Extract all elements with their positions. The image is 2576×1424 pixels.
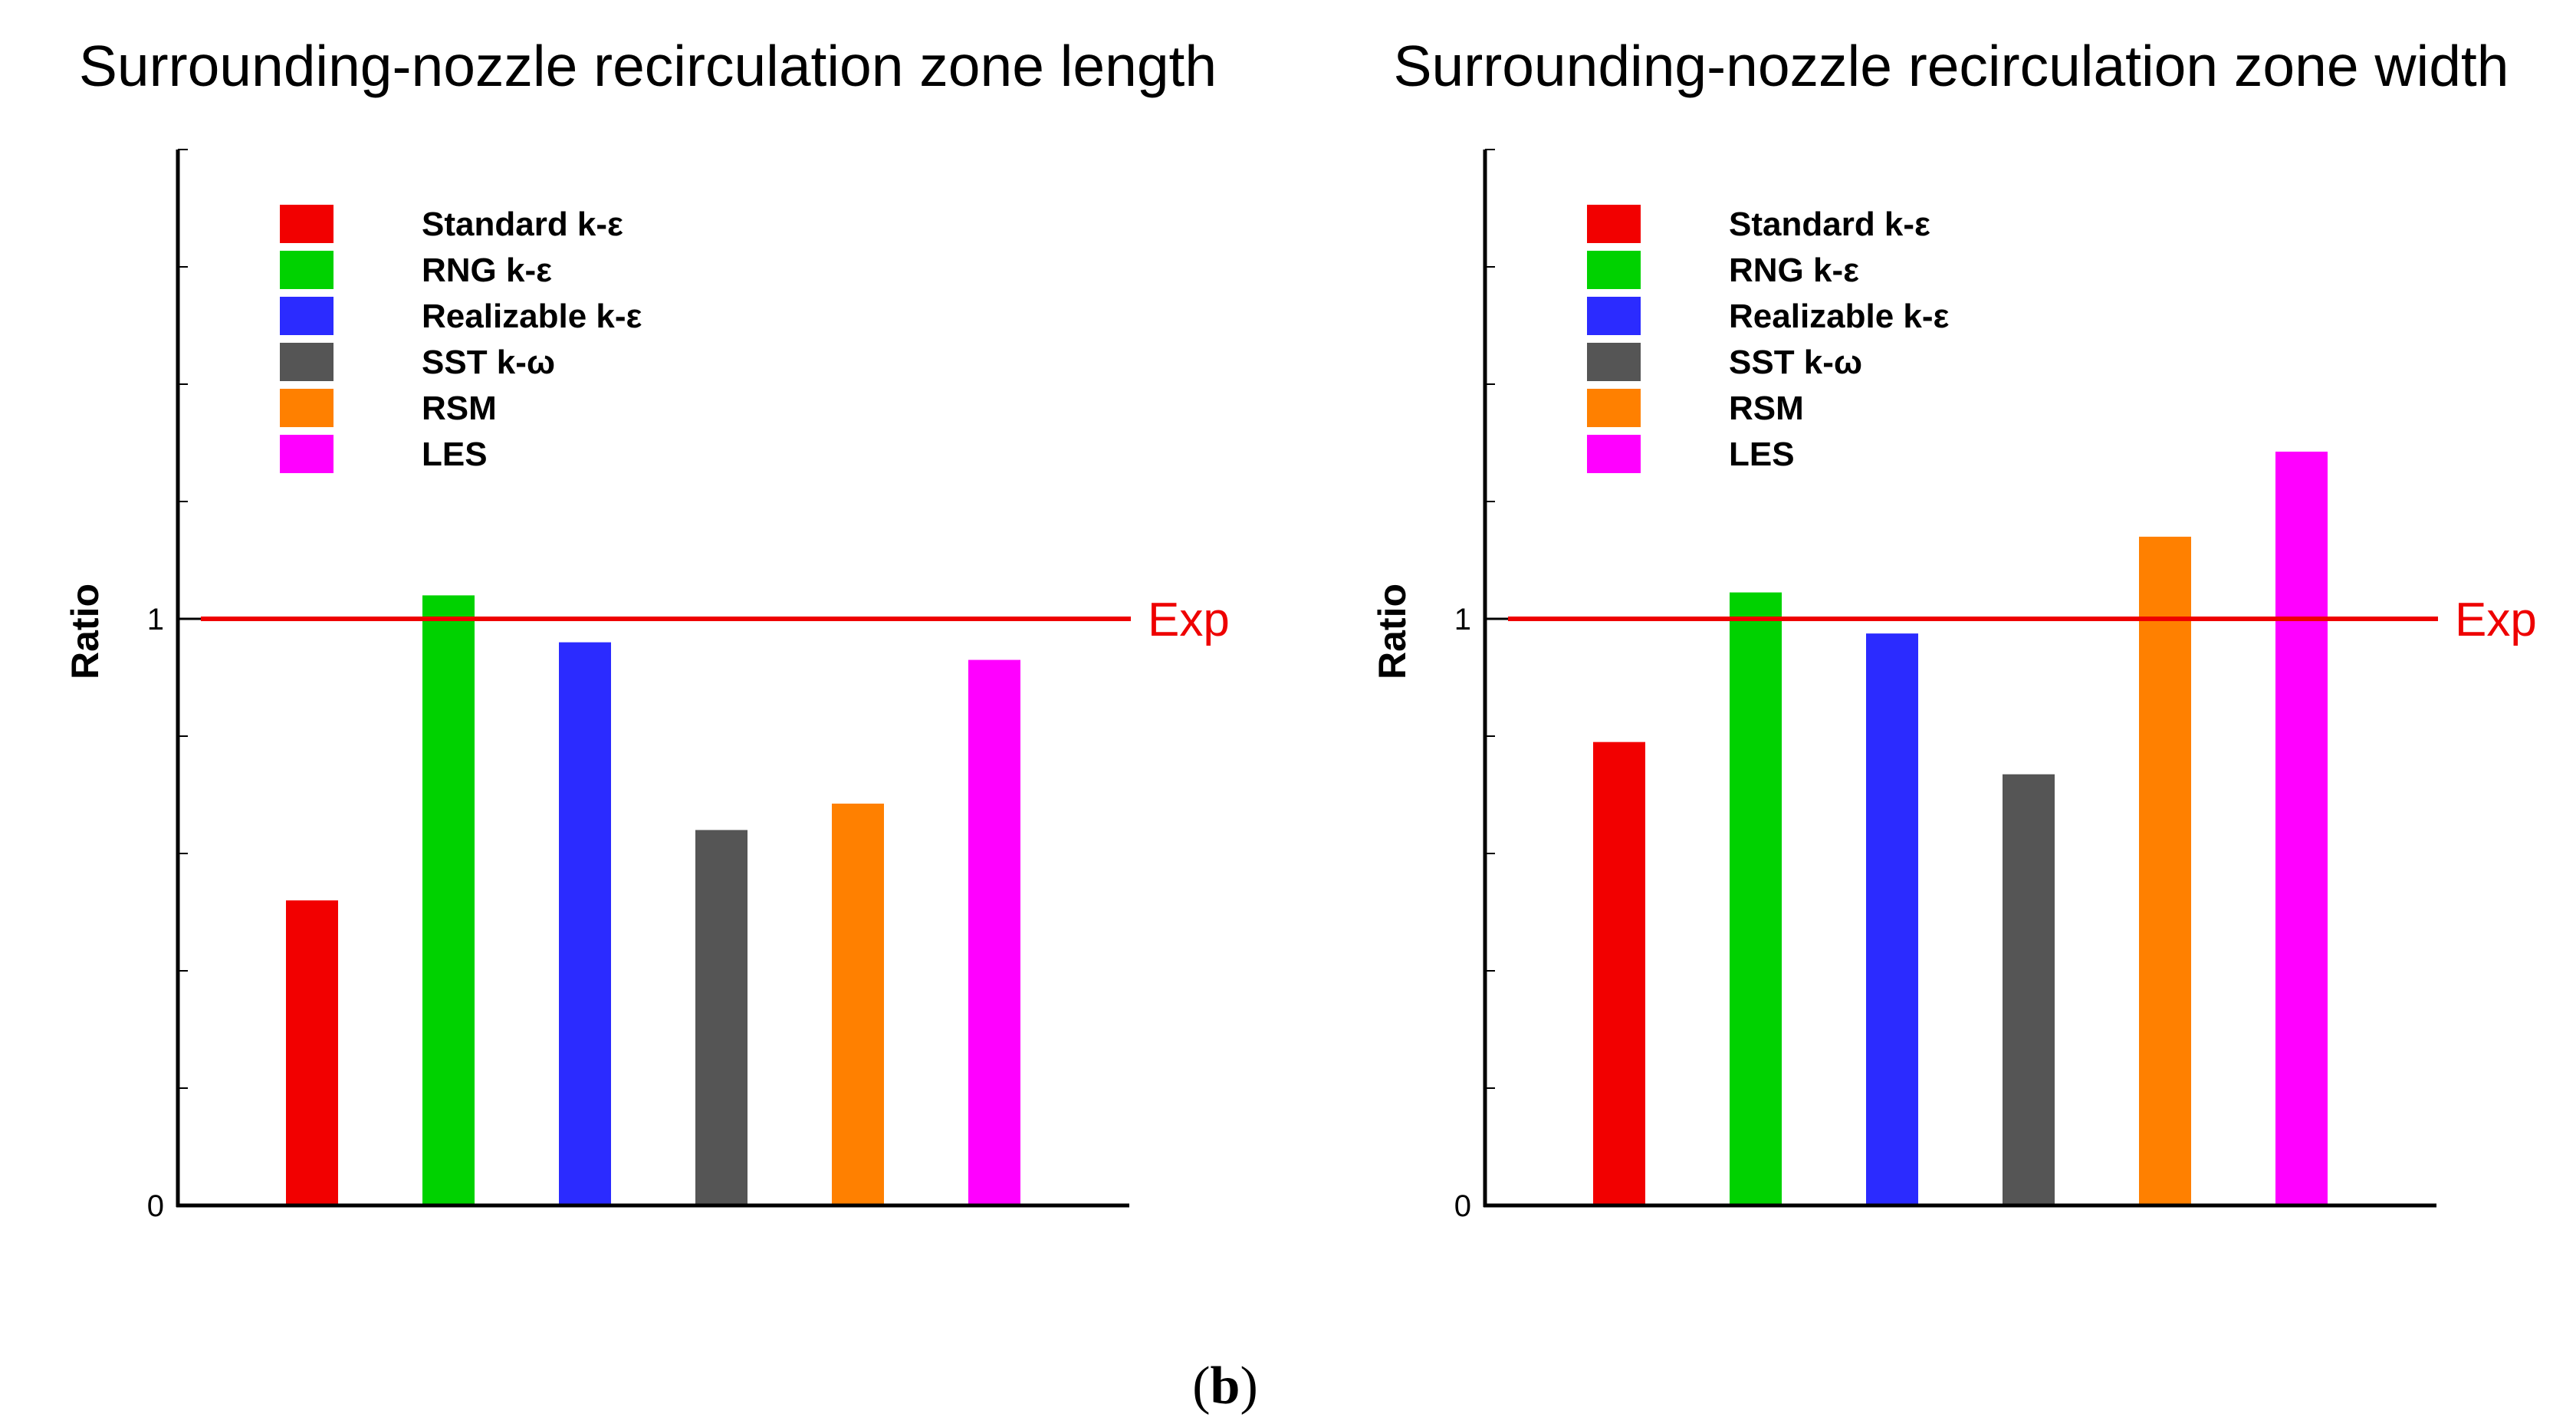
legend-label-1: RNG k-ε <box>422 252 552 289</box>
bar-4 <box>2139 536 2191 1205</box>
legend-label-3: SST k-ω <box>422 344 555 381</box>
chart-title-width: Surrounding-nozzle recirculation zone wi… <box>1394 34 2509 98</box>
legend-label-4: RSM <box>1729 390 1804 427</box>
legend-swatch-5 <box>1587 435 1641 473</box>
reference-line-label: Exp <box>2455 594 2537 646</box>
legend-swatch-4 <box>1587 389 1641 427</box>
legend-label-5: LES <box>422 436 488 473</box>
bar-0 <box>286 900 338 1205</box>
legend-swatch-4 <box>280 389 334 427</box>
bar-3 <box>2003 774 2055 1205</box>
bar-2 <box>559 642 611 1205</box>
chart-panel-width: Surrounding-nozzle recirculation zone wi… <box>1371 34 2537 1223</box>
bar-3 <box>695 830 748 1205</box>
legend-swatch-0 <box>1587 205 1641 243</box>
figure-caption: (b) <box>1192 1357 1258 1416</box>
y-tick-label: 0 <box>1454 1189 1471 1223</box>
bar-5 <box>968 659 1020 1205</box>
legend-label-4: RSM <box>422 390 497 427</box>
legend-swatch-3 <box>1587 343 1641 381</box>
legend-label-0: Standard k-ε <box>1729 206 1930 243</box>
legend-label-2: Realizable k-ε <box>1729 298 1950 335</box>
bar-5 <box>2275 451 2328 1205</box>
bar-4 <box>832 803 884 1205</box>
legend-label-1: RNG k-ε <box>1729 252 1859 289</box>
reference-line-label: Exp <box>1148 594 1230 646</box>
y-axis-label: Ratio <box>64 584 107 679</box>
legend-swatch-3 <box>280 343 334 381</box>
legend-swatch-0 <box>280 205 334 243</box>
chart-title-length: Surrounding-nozzle recirculation zone le… <box>79 34 1217 98</box>
caption-close: ) <box>1240 1357 1257 1416</box>
legend-swatch-2 <box>1587 297 1641 335</box>
bar-1 <box>422 595 475 1205</box>
caption-letter: b <box>1211 1357 1240 1416</box>
legend-label-2: Realizable k-ε <box>422 298 642 335</box>
legend-swatch-5 <box>280 435 334 473</box>
y-tick-label: 1 <box>147 603 164 636</box>
legend-label-0: Standard k-ε <box>422 206 623 243</box>
legend-swatch-1 <box>1587 251 1641 289</box>
chart-panel-length: Surrounding-nozzle recirculation zone le… <box>64 34 1230 1223</box>
legend-label-3: SST k-ω <box>1729 344 1862 381</box>
y-tick-label: 0 <box>147 1189 164 1223</box>
y-axis-label: Ratio <box>1371 584 1414 679</box>
legend-swatch-1 <box>280 251 334 289</box>
legend-swatch-2 <box>280 297 334 335</box>
y-tick-label: 1 <box>1454 603 1471 636</box>
legend-label-5: LES <box>1729 436 1795 473</box>
bar-1 <box>1730 592 1782 1205</box>
bar-2 <box>1866 633 1918 1205</box>
bar-0 <box>1593 742 1645 1205</box>
caption-open: ( <box>1192 1357 1210 1416</box>
